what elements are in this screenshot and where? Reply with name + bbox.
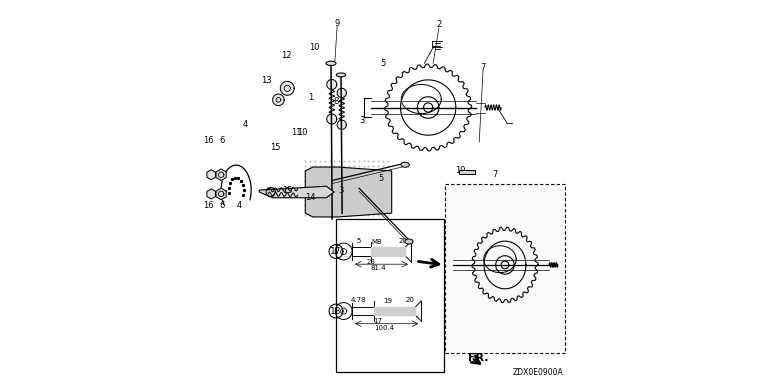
Text: 10: 10 — [297, 128, 308, 137]
Text: 9: 9 — [335, 18, 339, 28]
Text: 4.78: 4.78 — [350, 297, 366, 303]
Ellipse shape — [405, 239, 413, 244]
Text: ZDX0E0900A: ZDX0E0900A — [513, 368, 564, 377]
Text: 17: 17 — [330, 247, 342, 256]
Text: FR.: FR. — [468, 353, 488, 363]
Text: 11: 11 — [291, 128, 302, 137]
Ellipse shape — [401, 162, 409, 167]
Text: 17: 17 — [373, 318, 382, 324]
Polygon shape — [259, 186, 334, 198]
Text: 20: 20 — [399, 238, 408, 244]
Polygon shape — [305, 167, 392, 217]
Text: 3: 3 — [339, 185, 343, 195]
Text: 6: 6 — [220, 201, 224, 210]
Polygon shape — [217, 188, 226, 200]
Text: 4: 4 — [237, 201, 241, 210]
Bar — [445, 184, 565, 353]
Text: 16: 16 — [203, 136, 214, 145]
Text: 15: 15 — [270, 143, 281, 152]
Polygon shape — [280, 81, 294, 95]
Text: 18: 18 — [330, 306, 342, 316]
Text: 6: 6 — [220, 136, 224, 145]
Text: 3: 3 — [359, 116, 364, 126]
Ellipse shape — [326, 61, 336, 66]
Text: 4: 4 — [243, 120, 247, 129]
Text: 12: 12 — [281, 51, 291, 60]
Text: M8: M8 — [371, 238, 382, 245]
Text: 23: 23 — [367, 258, 376, 265]
Text: 8: 8 — [333, 97, 339, 106]
Text: 15: 15 — [282, 185, 293, 195]
Text: 13: 13 — [262, 76, 272, 85]
Text: 14: 14 — [305, 193, 316, 202]
Text: 5: 5 — [381, 59, 386, 68]
Polygon shape — [217, 169, 226, 180]
Text: 20: 20 — [406, 297, 414, 303]
Polygon shape — [266, 187, 275, 197]
Polygon shape — [327, 114, 336, 124]
Polygon shape — [337, 120, 346, 129]
Polygon shape — [327, 79, 336, 89]
Text: 19: 19 — [455, 166, 465, 175]
Polygon shape — [458, 170, 475, 174]
Polygon shape — [273, 94, 284, 106]
Text: 19: 19 — [383, 298, 392, 304]
Text: 7: 7 — [492, 170, 497, 179]
Polygon shape — [207, 189, 216, 199]
Text: 100.4: 100.4 — [374, 324, 394, 331]
Text: 16: 16 — [203, 201, 214, 210]
Text: 7: 7 — [481, 63, 485, 72]
Text: 2: 2 — [436, 20, 442, 30]
Polygon shape — [337, 88, 346, 98]
Polygon shape — [207, 170, 216, 180]
Text: 1: 1 — [308, 93, 313, 103]
Text: 81.4: 81.4 — [371, 265, 386, 271]
Bar — [336, 219, 443, 372]
Text: 10: 10 — [309, 43, 319, 53]
Text: 5: 5 — [356, 238, 360, 244]
Text: 5: 5 — [379, 174, 383, 183]
Ellipse shape — [336, 73, 346, 77]
